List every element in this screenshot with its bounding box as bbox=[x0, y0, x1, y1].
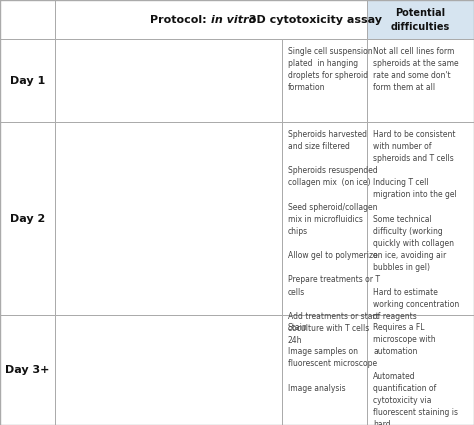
Bar bbox=[282, 315, 367, 425]
Bar bbox=[0, 122, 55, 315]
Bar bbox=[0, 39, 55, 122]
Bar bbox=[55, 315, 282, 425]
Text: Protocol:: Protocol: bbox=[150, 14, 211, 25]
Bar bbox=[0, 315, 55, 425]
Bar bbox=[367, 0, 474, 39]
Text: Spheroids harvested
and size filtered

Spheroids resuspended
collagen mix  (on i: Spheroids harvested and size filtered Sp… bbox=[288, 130, 380, 345]
Bar bbox=[0, 0, 55, 39]
Text: Not all cell lines form
spheroids at the same
rate and some don't
form them at a: Not all cell lines form spheroids at the… bbox=[373, 47, 459, 92]
Text: Stain

Image samples on
fluorescent microscope

Image analysis: Stain Image samples on fluorescent micro… bbox=[288, 323, 377, 393]
Bar bbox=[367, 39, 474, 122]
Bar bbox=[367, 315, 474, 425]
Text: Day 1: Day 1 bbox=[9, 76, 45, 85]
Text: 3D cytotoxicity assay: 3D cytotoxicity assay bbox=[245, 14, 382, 25]
Bar bbox=[282, 39, 367, 122]
Text: Day 3+: Day 3+ bbox=[5, 365, 49, 375]
Text: in vitro: in vitro bbox=[211, 14, 256, 25]
Text: Potential
difficulties: Potential difficulties bbox=[391, 8, 450, 31]
Text: Single cell suspension
plated  in hanging
droplets for spheroid
formation: Single cell suspension plated in hanging… bbox=[288, 47, 373, 92]
Bar bbox=[367, 122, 474, 315]
Text: Requires a FL
microscope with
automation

Automated
quantification of
cytotoxici: Requires a FL microscope with automation… bbox=[373, 323, 458, 425]
Bar bbox=[55, 122, 282, 315]
Text: Day 2: Day 2 bbox=[9, 214, 45, 224]
Bar bbox=[55, 0, 367, 39]
Bar bbox=[55, 39, 282, 122]
Text: Hard to be consistent
with number of
spheroids and T cells

Inducing T cell
migr: Hard to be consistent with number of sph… bbox=[373, 130, 459, 321]
Bar bbox=[282, 122, 367, 315]
